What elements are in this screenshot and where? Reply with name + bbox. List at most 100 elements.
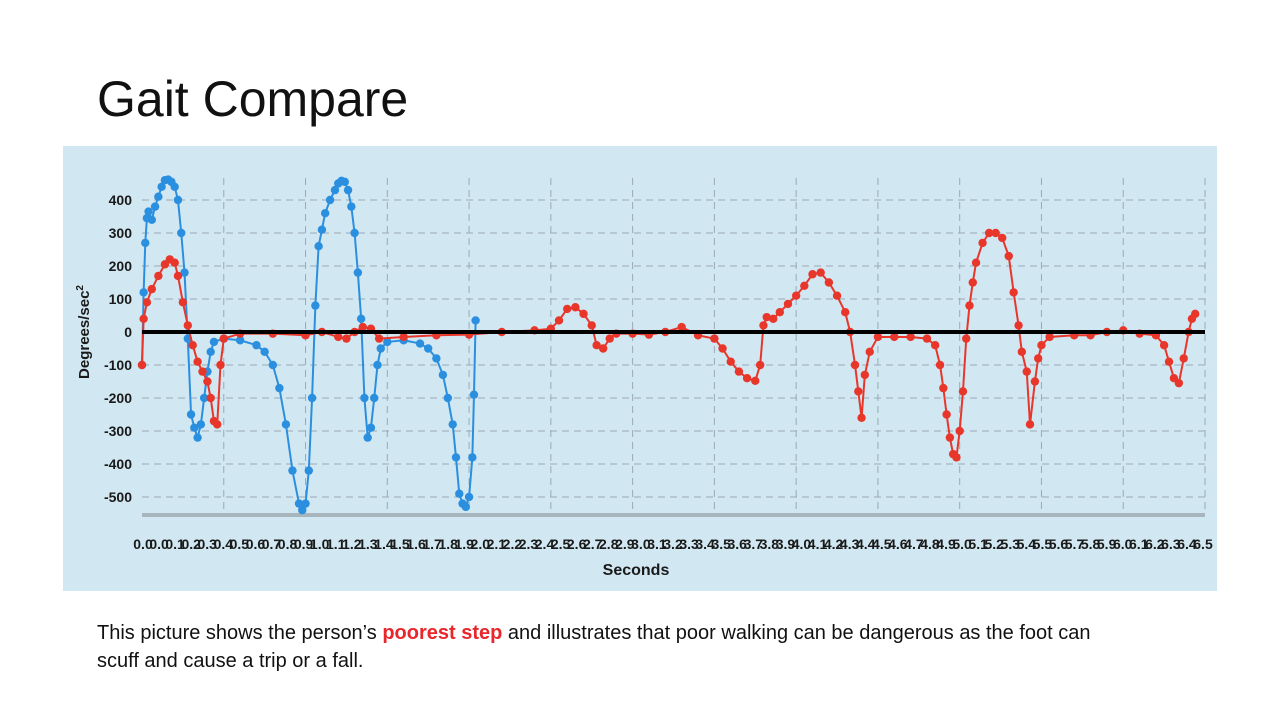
data-point	[343, 185, 353, 195]
x-tick-label: 0.9	[294, 536, 314, 552]
data-point	[281, 420, 291, 429]
x-tick-label: 5.3	[1001, 536, 1021, 552]
x-tick-label: 3.0	[631, 536, 651, 552]
data-point	[206, 347, 215, 356]
x-tick-labels: 0.00.00.10.20.30.40.50.60.70.80.91.01.11…	[133, 536, 1213, 552]
data-point	[342, 334, 351, 343]
x-tick-label: 1.9	[454, 536, 474, 552]
x-tick-label: 2.3	[519, 536, 539, 552]
data-point	[965, 301, 974, 310]
x-tick-label: 5.6	[1049, 536, 1069, 552]
x-tick-label: 2.1	[487, 536, 507, 552]
data-point	[942, 410, 951, 419]
data-point	[213, 420, 222, 429]
y-axis-label-superscript: 2	[75, 285, 86, 291]
x-tick-label: 3.9	[776, 536, 796, 552]
data-point	[347, 202, 356, 211]
data-point	[360, 393, 369, 403]
data-point	[841, 308, 850, 317]
x-tick-label: 6.4	[1177, 536, 1197, 552]
data-point	[769, 314, 778, 323]
data-point	[755, 360, 765, 370]
data-point	[605, 334, 614, 343]
x-tick-label: 3.4	[695, 536, 715, 552]
y-tick-label: -400	[104, 456, 132, 472]
x-tick-label: 4.7	[904, 536, 924, 552]
data-point	[376, 344, 385, 353]
x-axis-label: Seconds	[603, 562, 670, 579]
data-point	[939, 383, 948, 393]
data-point	[598, 344, 608, 353]
x-tick-label: 0.2	[181, 536, 201, 552]
x-tick-label: 2.2	[503, 536, 523, 552]
data-point	[860, 370, 870, 380]
data-point	[791, 291, 801, 300]
chart-panel: 400 300 200 100 0 -100 -200 -300 -400 -500 0.0 0.0…	[63, 146, 1217, 591]
series-line	[141, 232, 1197, 460]
data-point	[1190, 309, 1200, 319]
y-tick-label: -500	[104, 489, 132, 505]
data-point	[170, 258, 179, 267]
data-point	[209, 337, 219, 347]
data-point	[147, 215, 157, 224]
y-tick-label: 400	[109, 192, 133, 208]
data-point	[854, 387, 863, 396]
data-point	[775, 308, 784, 317]
data-point	[314, 242, 323, 251]
caption: This picture shows the person’s poorest …	[97, 619, 1137, 675]
x-tick-label: 0.3	[198, 536, 218, 552]
data-point	[423, 344, 433, 353]
data-point	[260, 347, 269, 356]
data-point	[193, 357, 202, 366]
data-point	[554, 316, 564, 325]
data-point	[587, 321, 596, 330]
y-tick-labels: 400 300 200 100 0 -100 -200 -300 -400 -500	[104, 192, 132, 505]
data-point	[307, 393, 317, 403]
x-tick-label: 1.2	[342, 536, 362, 552]
data-point	[1045, 332, 1054, 342]
data-point	[783, 299, 793, 309]
x-tick-label: 2.4	[535, 536, 555, 552]
data-point	[945, 433, 955, 442]
x-tick-label: 4.5	[872, 536, 892, 552]
data-point	[464, 492, 474, 502]
data-point	[1174, 378, 1184, 388]
data-point	[150, 202, 160, 211]
data-point	[906, 332, 915, 342]
data-point	[832, 291, 842, 300]
data-point	[356, 314, 366, 323]
x-tick-label: 0.7	[262, 536, 282, 552]
x-tick-label: 2.8	[599, 536, 619, 552]
data-point	[196, 420, 206, 429]
data-point	[399, 332, 408, 342]
data-point	[718, 344, 727, 353]
data-point	[1025, 420, 1035, 429]
x-tick-label: 4.4	[856, 536, 876, 552]
data-point	[890, 332, 899, 342]
x-tick-label: 5.9	[1097, 536, 1117, 552]
data-point	[415, 339, 425, 348]
data-point	[198, 367, 207, 376]
data-point	[984, 228, 994, 238]
data-point	[455, 489, 464, 498]
x-tick-label: 5.7	[1065, 536, 1085, 552]
data-point	[252, 341, 261, 350]
x-tick-label: 1.5	[390, 536, 410, 552]
data-point	[471, 316, 480, 325]
data-point	[865, 347, 874, 356]
data-point	[186, 410, 196, 419]
data-point	[1022, 367, 1031, 376]
data-point	[350, 228, 359, 238]
data-point	[742, 374, 752, 383]
data-point	[579, 309, 588, 319]
data-point	[751, 376, 760, 386]
slide-title: Gait Compare	[97, 71, 409, 127]
data-point	[199, 393, 209, 403]
data-point	[677, 322, 686, 332]
data-point	[288, 466, 297, 475]
data-point	[157, 182, 166, 191]
data-point	[978, 238, 987, 248]
data-point	[952, 453, 961, 462]
data-point	[366, 423, 376, 432]
data-point	[998, 233, 1007, 243]
